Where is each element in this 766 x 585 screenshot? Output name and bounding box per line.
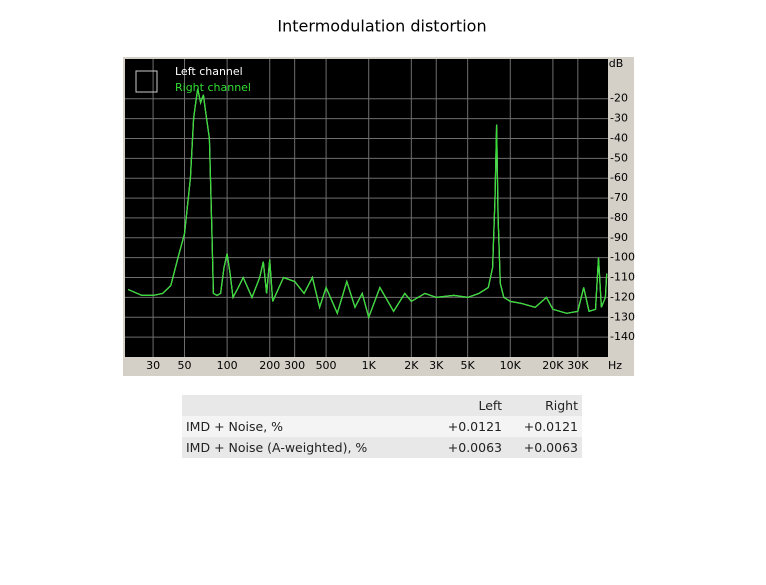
table-value: +0.0121 bbox=[506, 416, 582, 437]
plot-area bbox=[125, 59, 608, 357]
x-tick-label: 200 bbox=[259, 359, 280, 372]
legend-icon bbox=[135, 70, 158, 93]
y-tick-label: -50 bbox=[610, 151, 628, 164]
x-tick-label: 20K bbox=[542, 359, 564, 372]
table-value: +0.0121 bbox=[430, 416, 506, 437]
chart-title: Intermodulation distortion bbox=[277, 17, 486, 36]
x-tick-label: 50 bbox=[177, 359, 191, 372]
legend-label: Left channel bbox=[175, 65, 243, 78]
chart: Intermodulation distortion dB Hz -20 -30 -… bbox=[123, 17, 635, 376]
y-tick-label: -20 bbox=[610, 92, 628, 105]
x-tick-label: 2K bbox=[404, 359, 419, 372]
legend-label: Right channel bbox=[175, 81, 251, 94]
y-tick-label: -30 bbox=[610, 112, 628, 125]
y-tick-label: -130 bbox=[610, 310, 635, 323]
results-table: Left Right IMD + Noise, % +0.0121 +0.0121 I… bbox=[182, 395, 582, 458]
x-unit: Hz bbox=[608, 359, 622, 372]
y-tick-label: -40 bbox=[610, 131, 628, 144]
x-tick-label: 300 bbox=[284, 359, 305, 372]
y-tick-label: -70 bbox=[610, 191, 628, 204]
x-tick-label: 30 bbox=[146, 359, 160, 372]
y-tick-label: -100 bbox=[610, 251, 635, 264]
row-label: IMD + Noise, % bbox=[182, 416, 430, 437]
row-label: IMD + Noise (A-weighted), % bbox=[182, 437, 430, 458]
x-tick-label: 500 bbox=[316, 359, 337, 372]
x-tick-label: 30K bbox=[567, 359, 589, 372]
y-tick-label: -140 bbox=[610, 330, 635, 343]
y-unit: dB bbox=[609, 57, 624, 70]
y-tick-label: -90 bbox=[610, 231, 628, 244]
column-header: Left bbox=[430, 395, 506, 416]
header-row: Left Right bbox=[182, 395, 582, 416]
x-tick-label: 3K bbox=[429, 359, 444, 372]
y-tick-label: -80 bbox=[610, 211, 628, 224]
column-header: Right bbox=[506, 395, 582, 416]
series-line bbox=[127, 88, 608, 320]
y-tick-label: -120 bbox=[610, 290, 635, 303]
table-value: +0.0063 bbox=[506, 437, 582, 458]
table-row: IMD + Noise (A-weighted), % +0.0063 +0.006… bbox=[182, 437, 582, 458]
x-tick-label: 10K bbox=[500, 359, 522, 372]
x-tick-label: 100 bbox=[217, 359, 238, 372]
y-tick-label: -60 bbox=[610, 171, 628, 184]
y-tick-label: -110 bbox=[610, 271, 635, 284]
x-tick-label: 5K bbox=[461, 359, 476, 372]
table-row: IMD + Noise, % +0.0121 +0.0121 bbox=[182, 416, 582, 437]
table-value: +0.0063 bbox=[430, 437, 506, 458]
x-tick-label: 1K bbox=[362, 359, 377, 372]
